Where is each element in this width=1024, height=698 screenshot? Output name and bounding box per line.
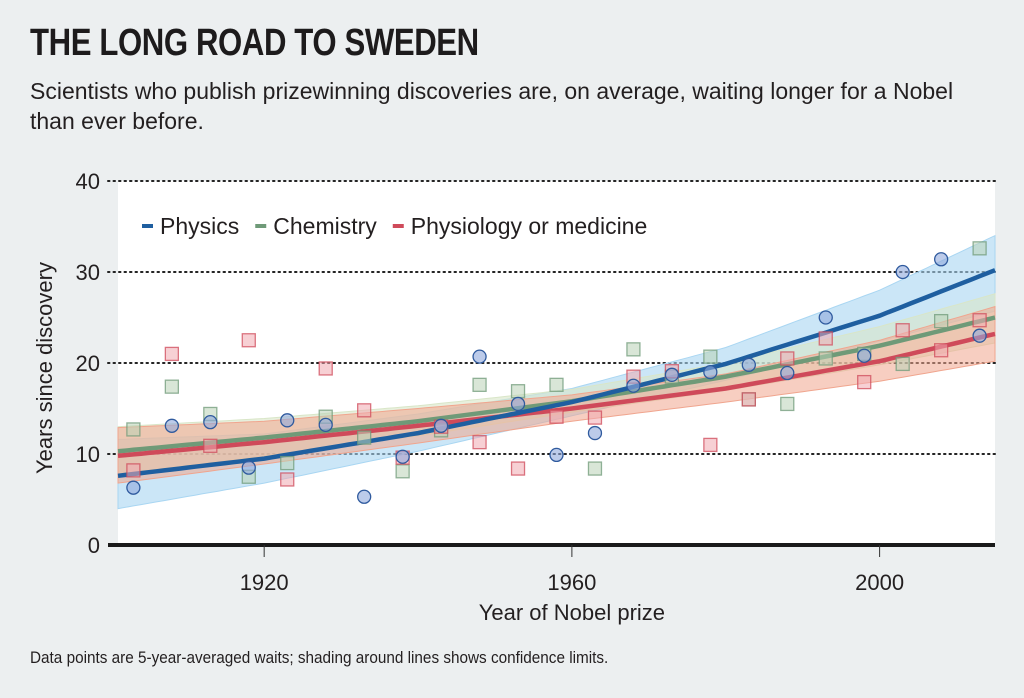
data-point-chemistry [280,455,295,471]
y-tick-label: 20 [76,351,100,376]
axes: 0 10 20 30 40 1920 1960 2000 [76,169,995,595]
data-point-physics [626,378,641,393]
x-axis-title: Year of Nobel prize [479,600,665,625]
y-tick-label: 0 [88,533,100,558]
data-point-chemistry [126,422,141,437]
y-tick-label: 40 [76,169,100,194]
data-point-physics [510,396,526,412]
data-point-medicine [857,374,872,390]
data-point-medicine [549,409,564,424]
data-point-chemistry [164,379,180,394]
data-point-physics [357,489,372,504]
data-points [126,241,987,504]
data-point-physics [780,365,795,381]
data-point-physics [395,449,410,464]
data-point-physics [895,264,910,280]
data-point-medicine [895,323,910,338]
data-point-chemistry [626,342,641,357]
data-point-chemistry [587,461,603,476]
data-point-physics [664,367,680,382]
confidence-band-medicine [117,305,996,484]
chart-subtitle: Scientists who publish prizewinning disc… [30,78,954,134]
data-point-physics [549,447,564,463]
data-point-medicine [780,351,795,366]
data-point-chemistry [472,377,487,392]
data-point-physics [280,413,295,428]
data-point-chemistry [395,464,410,479]
data-point-medicine [318,361,333,376]
legend-label-physics: Physics [160,213,239,239]
data-point-physics [126,480,141,495]
legend-label-chemistry: Chemistry [273,213,377,239]
data-point-medicine [280,472,295,487]
data-point-physics [741,357,756,372]
data-point-physics [857,348,872,363]
data-point-medicine [587,410,603,425]
data-point-physics [703,364,718,380]
data-point-medicine [472,435,487,450]
chart-title: THE LONG ROAD TO SWEDEN [30,22,479,64]
data-point-physics [164,418,180,433]
data-point-physics [587,425,603,441]
footnote: Data points are 5-year-averaged waits; s… [30,648,609,667]
data-point-medicine [972,313,987,328]
data-point-chemistry [972,241,987,256]
data-point-chemistry [818,351,833,366]
data-point-chemistry [510,384,526,399]
data-point-medicine [741,392,756,407]
data-point-medicine [933,343,949,358]
data-point-chemistry [549,377,564,392]
x-tick-label: 1960 [547,570,596,595]
y-axis-title: Years since discovery [32,262,57,474]
data-point-medicine [164,346,180,362]
y-tick-label: 30 [76,260,100,285]
data-point-physics [203,414,218,430]
legend-label-medicine: Physiology or medicine [411,213,648,239]
data-point-medicine [126,463,141,478]
data-point-medicine [703,437,718,453]
data-point-medicine [510,461,526,476]
data-point-chemistry [703,349,718,364]
data-point-physics [472,349,487,364]
data-point-chemistry [933,313,949,329]
legend: Physics Chemistry Physiology or medicine [142,213,647,239]
data-point-medicine [203,438,218,453]
data-point-physics [318,417,333,433]
data-point-physics [972,328,987,343]
data-point-medicine [241,333,256,348]
x-tick-label: 1920 [240,570,289,595]
data-point-physics [933,252,949,267]
y-tick-label: 10 [76,442,100,467]
data-point-physics [241,460,256,475]
data-point-chemistry [357,430,372,445]
data-point-medicine [818,331,833,346]
x-tick-label: 2000 [855,570,904,595]
data-point-physics [818,310,833,325]
data-point-medicine [357,403,372,418]
trend-line-physics [117,268,996,479]
data-point-physics [433,418,449,433]
data-point-chemistry [895,356,910,372]
data-point-chemistry [780,396,795,412]
